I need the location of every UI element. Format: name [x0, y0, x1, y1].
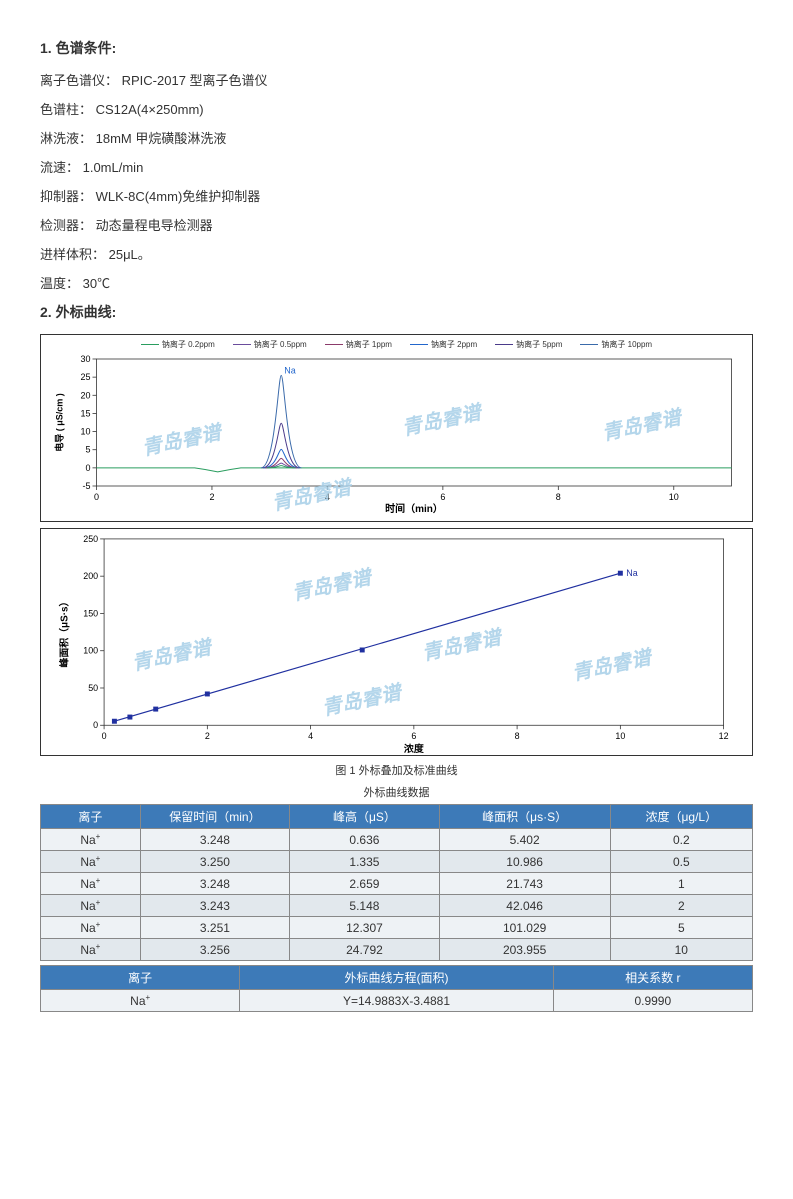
param-suppressor: 抑制器： WLK-8C(4mm)免维护抑制器 — [40, 186, 753, 205]
svg-text:0: 0 — [94, 492, 99, 502]
param-temp: 温度： 30℃ — [40, 273, 753, 292]
svg-text:0: 0 — [85, 463, 90, 473]
svg-text:250: 250 — [83, 534, 98, 544]
param-instrument: 离子色谱仪： RPIC-2017 型离子色谱仪 — [40, 70, 753, 89]
param-volume: 进样体积： 25μL。 — [40, 244, 753, 263]
svg-text:12: 12 — [719, 731, 729, 741]
calibration-data-table: 离子保留时间（min）峰高（μS）峰面积（μs·S）浓度（μg/L） Na+3.… — [40, 804, 753, 961]
svg-text:时间（min）: 时间（min） — [385, 502, 443, 514]
svg-text:10: 10 — [80, 427, 90, 437]
param-detector: 检测器： 动态量程电导检测器 — [40, 215, 753, 234]
svg-text:150: 150 — [83, 608, 98, 618]
svg-text:-5: -5 — [82, 481, 90, 491]
figure-caption: 图 1 外标叠加及标准曲线 — [40, 762, 753, 778]
svg-text:0: 0 — [93, 720, 98, 730]
svg-text:2: 2 — [205, 731, 210, 741]
svg-text:15: 15 — [80, 408, 90, 418]
svg-text:100: 100 — [83, 646, 98, 656]
svg-text:10: 10 — [615, 731, 625, 741]
svg-text:4: 4 — [325, 492, 330, 502]
svg-text:8: 8 — [556, 492, 561, 502]
svg-text:200: 200 — [83, 571, 98, 581]
chromatogram-chart: 钠离子 0.2ppm钠离子 0.5ppm钠离子 1ppm钠离子 2ppm钠离子 … — [40, 334, 753, 522]
svg-text:浓度: 浓度 — [404, 742, 424, 755]
chart1-legend: 钠离子 0.2ppm钠离子 0.5ppm钠离子 1ppm钠离子 2ppm钠离子 … — [41, 335, 752, 354]
param-flow: 流速： 1.0mL/min — [40, 157, 753, 176]
svg-text:30: 30 — [80, 354, 90, 364]
param-column: 色谱柱： CS12A(4×250mm) — [40, 99, 753, 118]
svg-text:50: 50 — [88, 683, 98, 693]
section-1-title: 1. 色谱条件: — [40, 38, 753, 58]
svg-text:电导 ( μS/cm ): 电导 ( μS/cm ) — [54, 393, 65, 452]
svg-text:5: 5 — [85, 445, 90, 455]
calibration-chart: 050100150200250024681012Na峰面积（μS·s）浓度 青岛… — [40, 528, 753, 756]
svg-text:4: 4 — [308, 731, 313, 741]
svg-text:Na: Na — [626, 568, 637, 578]
svg-text:20: 20 — [80, 390, 90, 400]
svg-text:0: 0 — [102, 731, 107, 741]
section-2-title: 2. 外标曲线: — [40, 302, 753, 322]
svg-text:10: 10 — [669, 492, 679, 502]
table1-title: 外标曲线数据 — [40, 784, 753, 800]
param-eluent: 淋洗液： 18mM 甲烷磺酸淋洗液 — [40, 128, 753, 147]
svg-text:2: 2 — [209, 492, 214, 502]
svg-text:Na: Na — [284, 365, 296, 375]
equation-table: 离子外标曲线方程(面积)相关系数 r Na+Y=14.9883X-3.48810… — [40, 965, 753, 1012]
svg-text:6: 6 — [411, 731, 416, 741]
svg-text:6: 6 — [440, 492, 445, 502]
svg-text:8: 8 — [515, 731, 520, 741]
svg-text:峰面积（μS·s）: 峰面积（μS·s） — [57, 597, 70, 668]
svg-text:25: 25 — [80, 372, 90, 382]
